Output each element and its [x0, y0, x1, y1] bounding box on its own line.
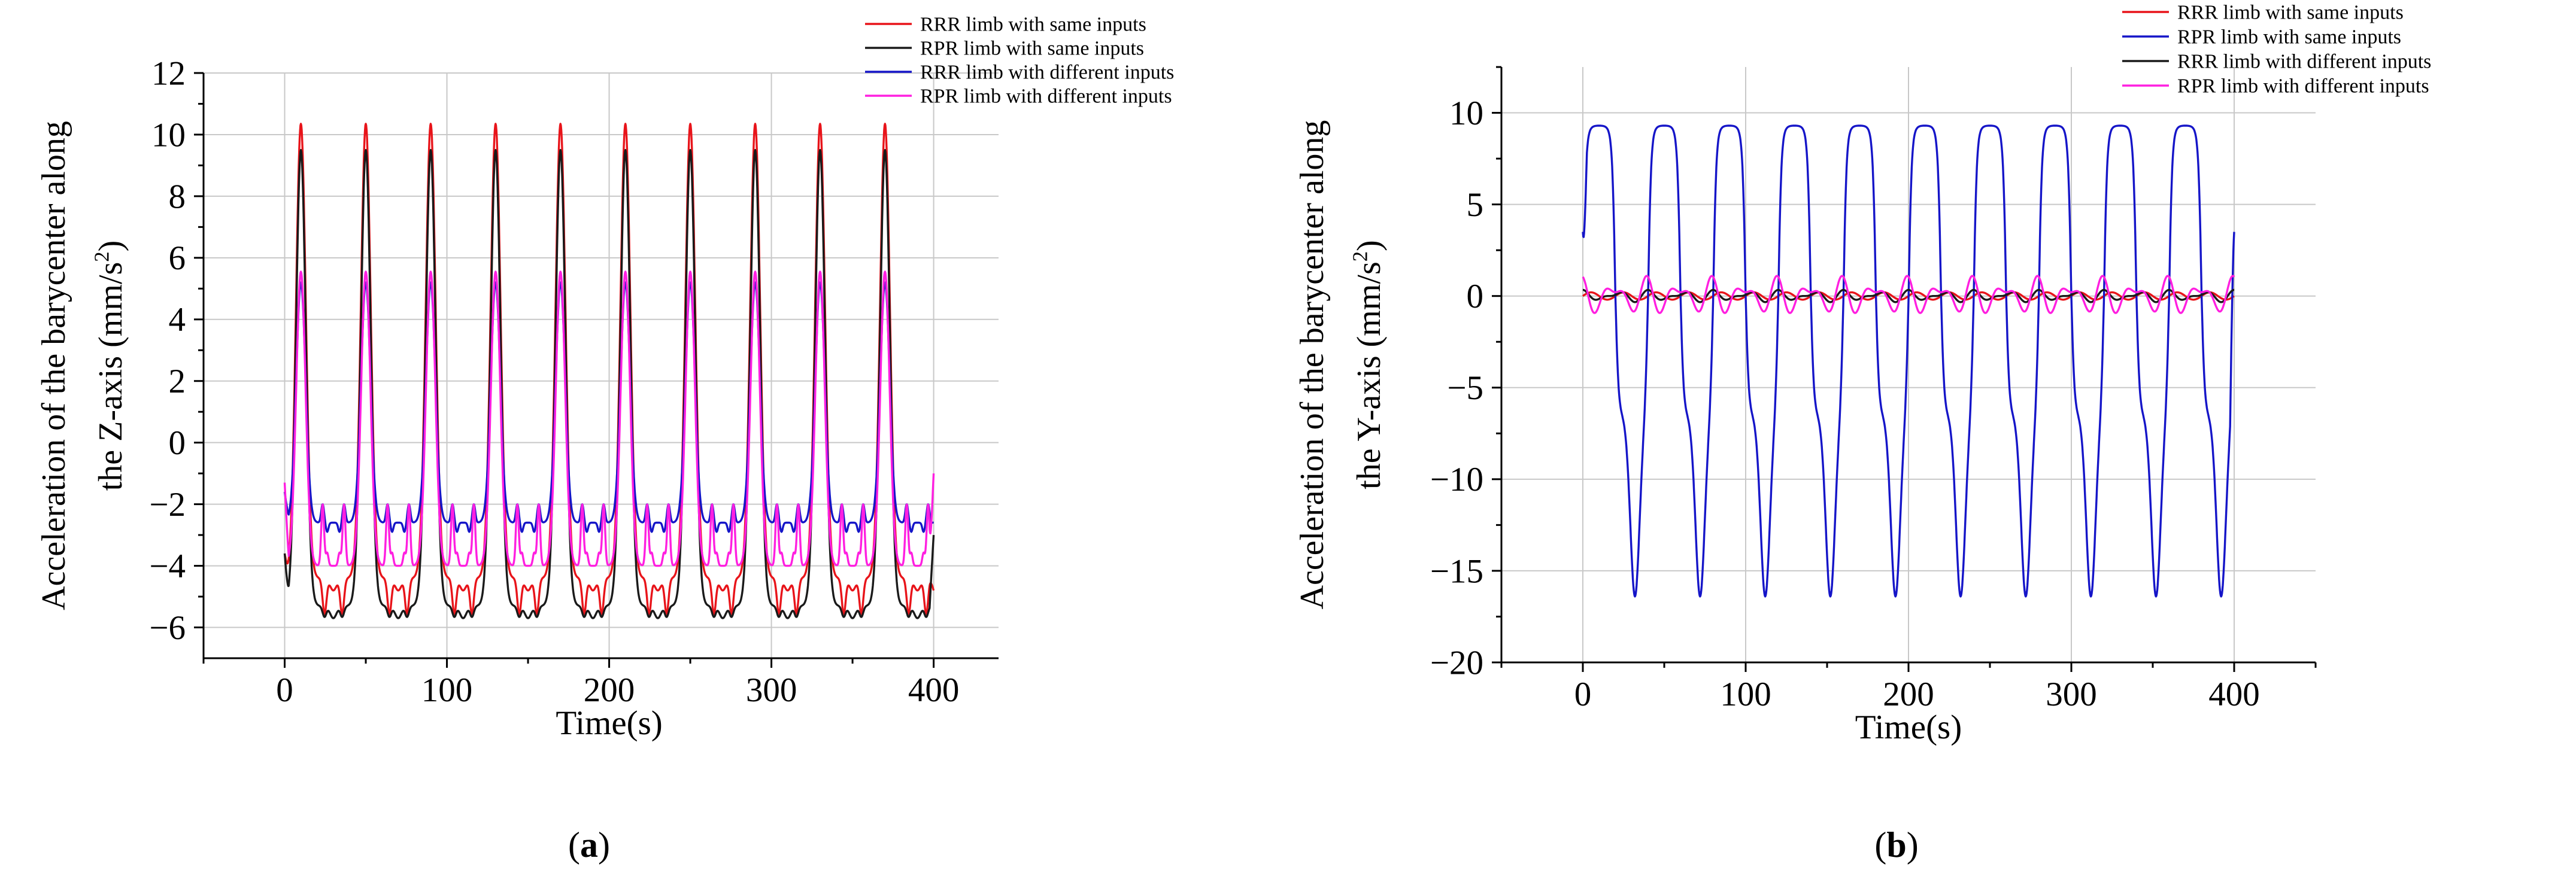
y-tick-label: 10	[1449, 95, 1483, 132]
legend-label: RRR limb with same inputs	[2177, 2, 2404, 24]
y-tick-label: 0	[1467, 278, 1484, 315]
y-tick-label: 10	[151, 116, 186, 154]
series-group	[283, 123, 935, 619]
x-tick-label: 0	[1574, 676, 1592, 713]
x-tick-label: 400	[908, 671, 960, 709]
legend-label: RRR limb with different inputs	[2177, 51, 2431, 73]
legend-label: RRR limb with same inputs	[920, 14, 1146, 36]
x-axis-label: Time(s)	[556, 704, 662, 742]
x-tick-label: 300	[2046, 676, 2097, 713]
x-tick-label: 100	[1720, 676, 1771, 713]
legend-label: RPR limb with different inputs	[920, 86, 1172, 108]
y-axis-label-line1: Acceleration of the barycenter along	[1294, 120, 1331, 610]
y-tick-label: 2	[169, 363, 186, 400]
x-tick-label: 100	[421, 671, 473, 709]
x-axis-label: Time(s)	[1855, 708, 1962, 746]
panel-label: (b)	[1874, 825, 1918, 865]
series-line-rpr-limb-with-different-inputs	[1582, 275, 2235, 314]
y-tick-label: −15	[1430, 552, 1483, 590]
grid	[1501, 67, 2316, 663]
x-tick-label: 300	[746, 671, 797, 709]
series-group	[1582, 124, 2235, 598]
y-tick-label: −6	[149, 609, 186, 647]
legend-label: RRR limb with different inputs	[920, 62, 1174, 84]
y-tick-label: −4	[149, 548, 186, 585]
grid	[204, 72, 999, 658]
y-tick-label: −5	[1447, 369, 1483, 407]
legend-label: RPR limb with different inputs	[2177, 75, 2429, 98]
series-line-rpr-limb-with-same-inputs	[283, 148, 935, 619]
y-tick-label: 4	[169, 301, 186, 339]
y-axis-label-line2: the Y-axis (mm/s2)	[1349, 240, 1388, 489]
y-tick-label: −10	[1430, 461, 1483, 498]
x-tick-label: 0	[276, 671, 293, 709]
series-line-rpr-limb-with-same-inputs	[1582, 124, 2235, 598]
chart-panel-a: −6 −4 −2 0 2 4 6 8 10 12 0 100 200 300 400 Time(s) Accel…	[35, 14, 1174, 865]
x-tick-label: 200	[1883, 676, 1934, 713]
y-tick-label: 6	[169, 239, 186, 277]
x-tick-label: 200	[584, 671, 635, 709]
y-tick-label: 8	[169, 178, 186, 215]
series-line-rpr-limb-with-different-inputs	[283, 270, 935, 567]
y-tick-label: −2	[149, 486, 186, 524]
y-axis-label-line2: the Z-axis (mm/s2)	[90, 241, 129, 491]
y-tick-label: 5	[1467, 186, 1484, 224]
panel-label: (a)	[568, 825, 610, 865]
y-tick-label: −20	[1430, 644, 1483, 682]
y-tick-label: 0	[169, 424, 186, 462]
legend-label: RPR limb with same inputs	[2177, 26, 2401, 48]
y-axis-label-line1: Acceleration of the barycenter along	[35, 121, 72, 610]
x-tick-label: 400	[2208, 676, 2260, 713]
y-tick-label: 12	[151, 54, 186, 92]
series-line-rrr-limb-with-different-inputs	[1582, 288, 2235, 303]
legend-label: RPR limb with same inputs	[920, 38, 1144, 60]
